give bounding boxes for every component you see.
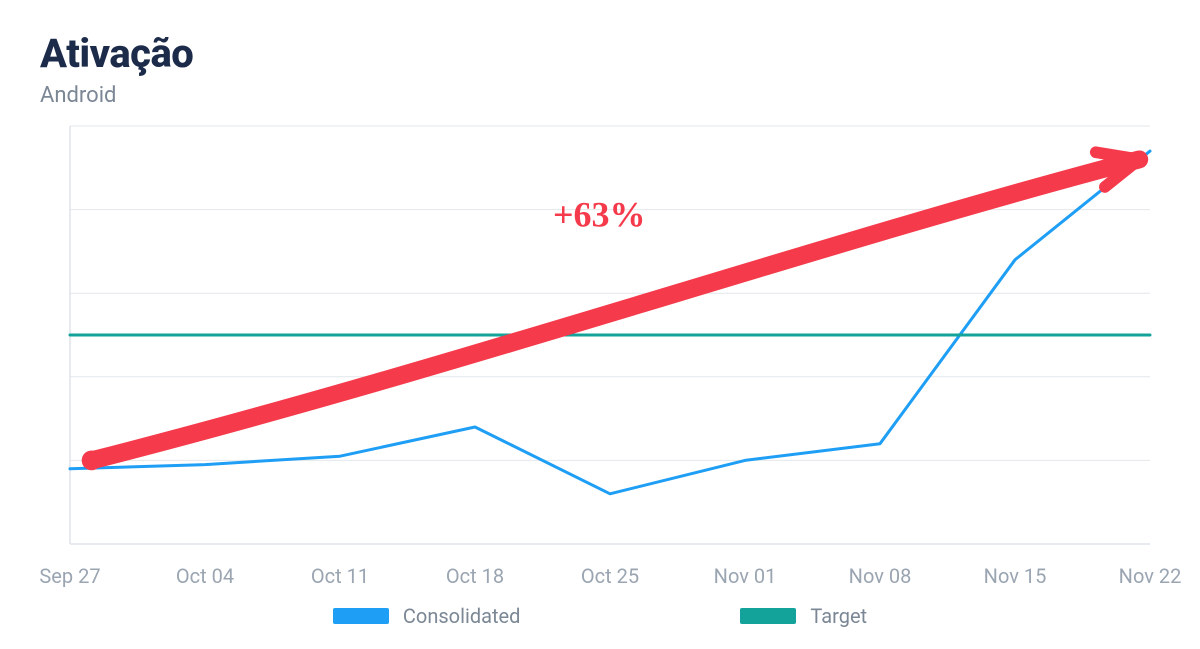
legend-label-target: Target (810, 604, 867, 628)
x-tick: Oct 18 (446, 564, 504, 588)
x-axis: Sep 27 Oct 04 Oct 11 Oct 18 Oct 25 Nov 01 Nov … (40, 560, 1160, 600)
chart-title: Ativação (40, 30, 1160, 77)
x-tick: Nov 15 (984, 564, 1047, 588)
plot-svg: +63% (40, 120, 1160, 550)
trend-annotation-label: +63% (553, 194, 646, 234)
x-tick: Oct 11 (311, 564, 369, 588)
x-tick: Nov 08 (849, 564, 912, 588)
legend-label-consolidated: Consolidated (403, 604, 521, 628)
x-tick: Oct 25 (581, 564, 639, 588)
chart-card: Ativação Android +63% Sep 27 Oct 04 Oct 11… (0, 0, 1200, 649)
trend-arrow-start-icon (82, 451, 102, 471)
x-tick: Nov 22 (1119, 564, 1182, 588)
x-tick: Oct 04 (176, 564, 234, 588)
chart-subtitle: Android (40, 83, 1160, 108)
legend-swatch-target (740, 608, 796, 624)
legend-item-consolidated: Consolidated (333, 604, 521, 628)
x-tick: Sep 27 (39, 564, 100, 588)
legend: Consolidated Target (40, 604, 1160, 628)
plot-area: +63% (40, 120, 1160, 550)
legend-item-target: Target (740, 604, 867, 628)
legend-swatch-consolidated (333, 608, 389, 624)
x-tick: Nov 01 (714, 564, 777, 588)
